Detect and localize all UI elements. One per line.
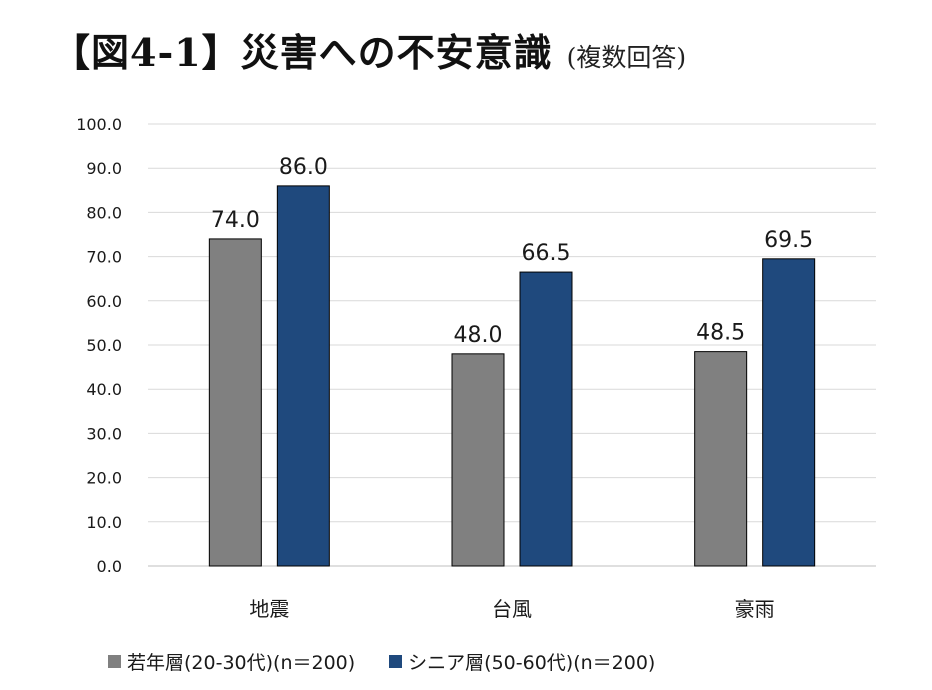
bar (451, 353, 505, 567)
legend-label-young: 若年層(20-30代)(n＝200) (127, 652, 356, 674)
y-tick-label: 90.0 (86, 159, 122, 178)
bar (762, 258, 816, 567)
legend-swatch-senior (389, 655, 403, 668)
chart-legend: 若年層(20-30代)(n＝200) シニア層(50-60代)(n＝200) (108, 648, 689, 675)
bar (276, 185, 330, 567)
y-tick-label: 30.0 (86, 424, 122, 443)
data-label: 74.0 (211, 208, 260, 233)
y-tick-label: 50.0 (86, 336, 122, 355)
bar-chart: 0.0 10.0 20.0 30.0 40.0 50.0 60.0 70.0 80.0 90.0 1… (76, 115, 876, 621)
chart-subtitle: (複数回答) (566, 43, 687, 72)
legend-item-young: 若年層(20-30代)(n＝200) (108, 648, 355, 675)
chart-title: 【図4-1】災害への不安意識 (52, 30, 553, 75)
data-label: 66.5 (522, 241, 571, 266)
bar (694, 351, 748, 567)
bar (208, 238, 262, 567)
y-tick-label: 60.0 (86, 292, 122, 311)
y-tick-label: 40.0 (86, 380, 122, 399)
x-category-label: 台風 (492, 597, 532, 621)
data-label: 48.0 (454, 323, 503, 348)
legend-item-senior: シニア層(50-60代)(n＝200) (389, 648, 655, 675)
y-tick-label: 80.0 (86, 203, 122, 222)
data-label: 86.0 (279, 155, 328, 180)
y-tick-label: 20.0 (86, 469, 122, 488)
y-tick-label: 10.0 (86, 513, 122, 532)
x-category-label: 地震 (249, 597, 289, 621)
y-tick-label: 0.0 (97, 557, 122, 576)
legend-label-senior: シニア層(50-60代)(n＝200) (408, 652, 656, 674)
y-tick-label: 100.0 (76, 115, 122, 134)
data-label: 69.5 (764, 228, 813, 253)
bar (519, 271, 573, 567)
data-label: 48.5 (696, 321, 745, 346)
legend-swatch-young (108, 655, 121, 668)
y-tick-label: 70.0 (86, 248, 122, 267)
x-category-label: 豪雨 (735, 597, 775, 621)
chart-title-row: 【図4-1】災害への不安意識 (複数回答) (52, 22, 686, 77)
